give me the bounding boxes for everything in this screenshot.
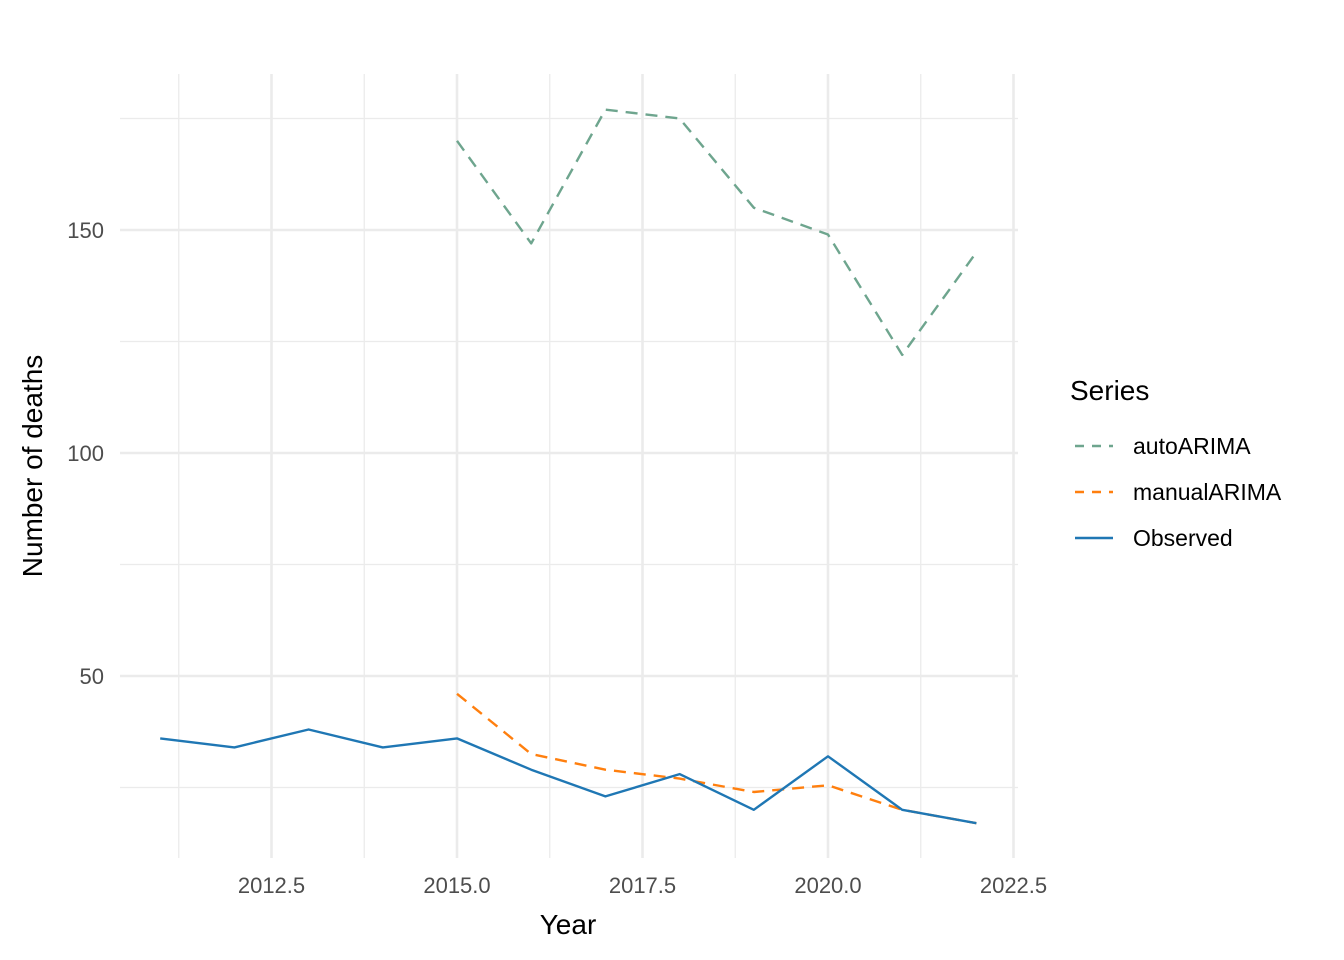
minor-gridlines — [120, 74, 1018, 858]
x-tick-label: 2017.5 — [609, 873, 676, 898]
y-axis-title: Number of deaths — [17, 355, 48, 578]
x-axis-tick-labels: 2012.5 2015.0 2017.5 2020.0 2022.5 — [238, 873, 1047, 898]
legend-items: autoARIMA manualARIMA Observed — [1075, 433, 1282, 551]
legend: Series autoARIMA manualARIMA Observed — [1070, 375, 1282, 551]
legend-title: Series — [1070, 375, 1149, 406]
legend-label-manualARIMA: manualARIMA — [1133, 479, 1282, 505]
series-lines — [160, 108, 978, 825]
y-tick-label: 100 — [67, 441, 104, 466]
series-line-manualARIMA — [456, 692, 977, 825]
y-tick-label: 50 — [80, 664, 104, 689]
x-tick-label: 2020.0 — [794, 873, 861, 898]
series-line-autoARIMA — [456, 108, 978, 357]
x-tick-label: 2015.0 — [423, 873, 490, 898]
x-axis-title: Year — [540, 909, 597, 940]
series-line-Observed — [160, 728, 977, 825]
legend-label-Observed: Observed — [1133, 525, 1233, 551]
legend-label-autoARIMA: autoARIMA — [1133, 433, 1251, 459]
y-axis-tick-labels: 50 100 150 — [67, 218, 104, 689]
y-tick-label: 150 — [67, 218, 104, 243]
x-tick-label: 2012.5 — [238, 873, 305, 898]
major-gridlines — [120, 74, 1018, 858]
x-tick-label: 2022.5 — [980, 873, 1047, 898]
